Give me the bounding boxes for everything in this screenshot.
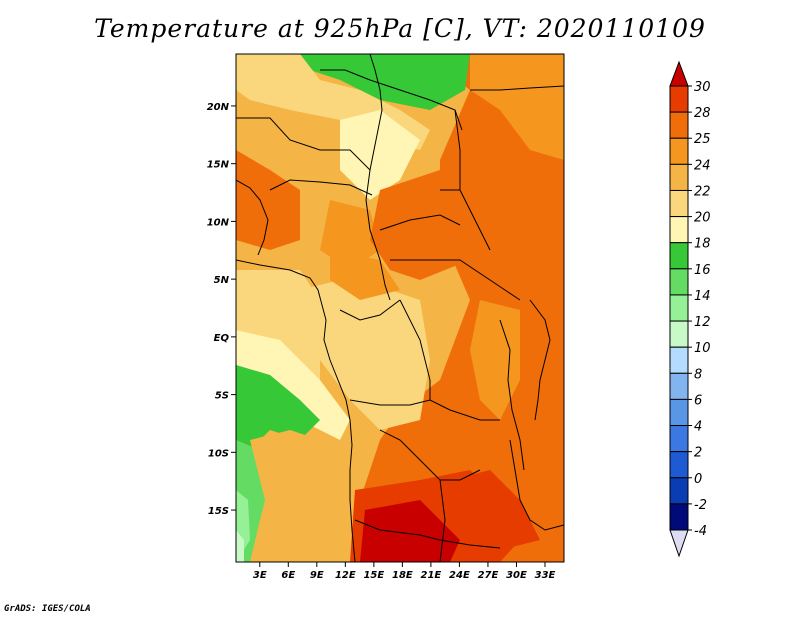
- temperature-field: [236, 54, 564, 562]
- lat-tick-label: 10S: [208, 448, 229, 459]
- map-frame: [235, 53, 565, 563]
- latitude-axis: 20N 15N 10N 5N EQ 5S 10S 15S: [207, 102, 236, 517]
- colorbar-segment: [669, 294, 689, 322]
- lon-tick-label: 15E: [363, 570, 384, 581]
- colorbar-segment: [669, 372, 689, 400]
- colorbar-segment: [669, 85, 689, 113]
- colorbar-segment: [669, 320, 689, 348]
- colorbar-label: 22: [694, 184, 711, 199]
- lon-tick-label: 27E: [478, 570, 499, 581]
- colorbar-segment: [669, 189, 689, 218]
- lat-tick-label: 20N: [207, 102, 230, 113]
- lon-tick-label: 3E: [253, 570, 267, 581]
- colorbar-top-arrow: [669, 60, 689, 87]
- colorbar-segment: [669, 111, 689, 139]
- country-borders: [236, 54, 564, 562]
- longitude-axis: 3E 6E 9E 12E 15E 18E 21E 24E 27E 30E 33E: [253, 562, 556, 581]
- colorbar-label: 14: [694, 289, 711, 304]
- colorbar-label: 18: [694, 237, 711, 252]
- colorbar-segment: [669, 477, 689, 505]
- colorbar-label: 2: [694, 446, 702, 461]
- lat-tick-label: 5S: [215, 391, 229, 402]
- colorbar-label: 10: [694, 341, 711, 356]
- colorbar-segment: [669, 216, 689, 244]
- lon-tick-label: 18E: [392, 570, 413, 581]
- lon-tick-label: 6E: [281, 570, 295, 581]
- lat-tick-label: 5N: [214, 275, 230, 286]
- colorbar-segment: [669, 346, 689, 374]
- colorbar-bottom-arrow: [669, 529, 689, 558]
- lat-tick-label: 15S: [208, 506, 229, 517]
- colorbar-label: 28: [694, 106, 711, 121]
- colorbar-segment: [669, 163, 689, 191]
- colorbar-label: 0: [694, 472, 702, 487]
- colorbar-label: 20: [694, 211, 711, 226]
- colorbar-label: 6: [694, 393, 702, 408]
- colorbar-label: 30: [694, 80, 711, 95]
- lon-tick-label: 33E: [535, 570, 556, 581]
- colorbar-label: 24: [694, 158, 711, 173]
- colorbar-segment: [669, 137, 689, 165]
- colorbar-segment: [669, 451, 689, 479]
- map-title: Temperature at 925hPa [C], VT: 202011010…: [94, 14, 706, 43]
- colorbar-segment: [669, 425, 689, 453]
- colorbar-label: 12: [694, 315, 711, 330]
- lon-tick-label: 12E: [335, 570, 356, 581]
- lat-tick-label: EQ: [214, 333, 230, 344]
- colorbar-segment: [669, 398, 689, 427]
- colorbar-label: -2: [694, 498, 707, 513]
- lon-tick-label: 24E: [449, 570, 470, 581]
- colorbar-label: 25: [694, 132, 711, 147]
- credit-text: GrADS: IGES/COLA: [4, 604, 91, 614]
- lon-tick-label: 9E: [310, 570, 324, 581]
- lat-tick-label: 10N: [207, 217, 230, 228]
- colorbar-label: 4: [694, 420, 702, 435]
- colorbar-segment: [669, 503, 689, 531]
- lon-tick-label: 21E: [421, 570, 442, 581]
- lon-tick-label: 30E: [506, 570, 527, 581]
- colorbar-segment: [669, 268, 689, 296]
- colorbar-label: 8: [694, 367, 702, 382]
- lat-tick-label: 15N: [207, 160, 230, 171]
- colorbar-label: 16: [694, 263, 711, 278]
- colorbar-segment: [669, 242, 689, 270]
- colorbar-label: -4: [694, 524, 707, 539]
